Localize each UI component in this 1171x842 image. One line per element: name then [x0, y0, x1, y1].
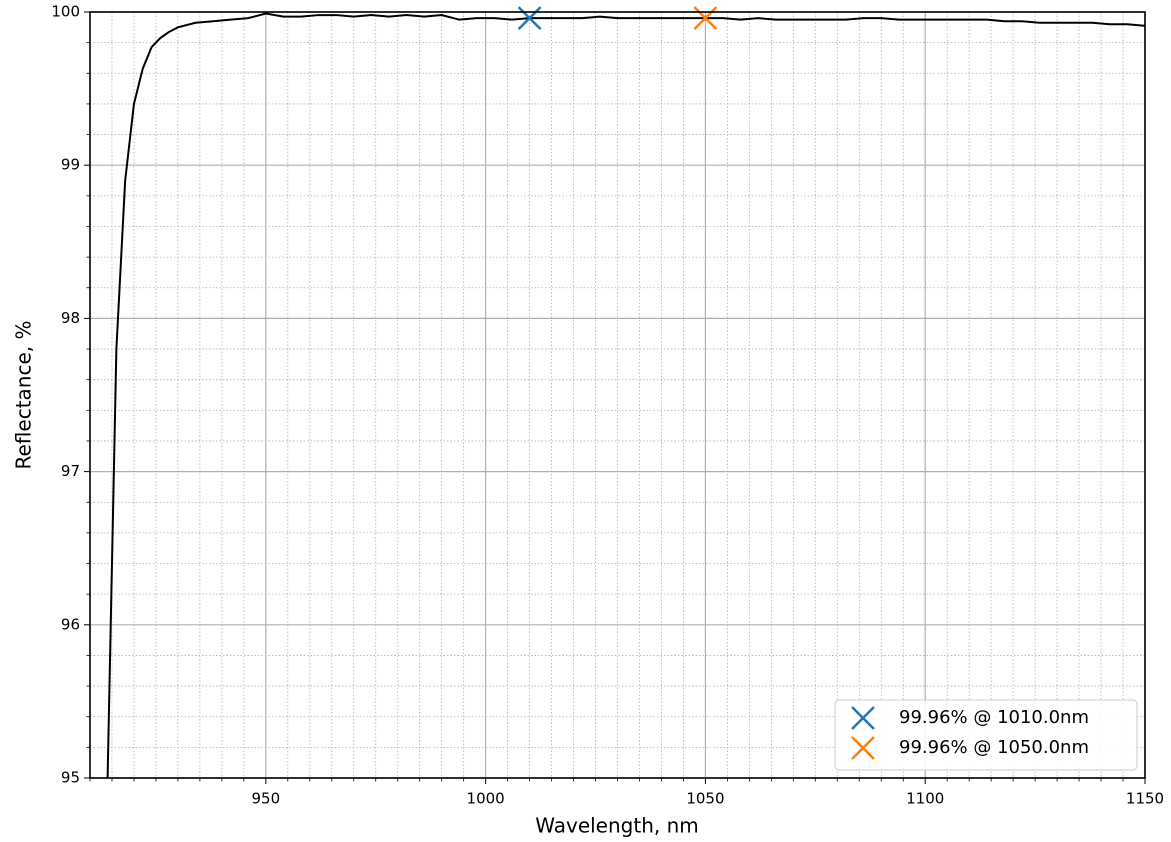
legend-label: 99.96% @ 1050.0nm [899, 737, 1089, 758]
data-line [106, 12, 1145, 778]
x-axis-label: Wavelength, nm [535, 814, 699, 838]
marker [517, 6, 542, 31]
y-tick-label: 95 [61, 769, 80, 787]
y-tick-label: 99 [61, 156, 80, 174]
legend-label: 99.96% @ 1010.0nm [899, 707, 1089, 728]
y-tick-label: 96 [61, 615, 80, 633]
x-tick-label: 1000 [467, 790, 505, 808]
marker [693, 6, 718, 31]
x-tick-label: 950 [252, 790, 281, 808]
plot-frame [89, 11, 1146, 779]
legend-box [834, 699, 1138, 771]
y-tick-label: 98 [61, 309, 80, 327]
x-tick-label: 1100 [906, 790, 944, 808]
legend-marker [851, 736, 875, 760]
x-tick-label: 1150 [1126, 790, 1164, 808]
plot-area [106, 12, 1145, 778]
y-axis-label: Reflectance, % [12, 321, 36, 470]
y-tick-label: 97 [61, 462, 80, 480]
legend-marker [851, 706, 875, 730]
y-tick-label: 100 [51, 3, 80, 21]
x-tick-label: 1050 [686, 790, 724, 808]
